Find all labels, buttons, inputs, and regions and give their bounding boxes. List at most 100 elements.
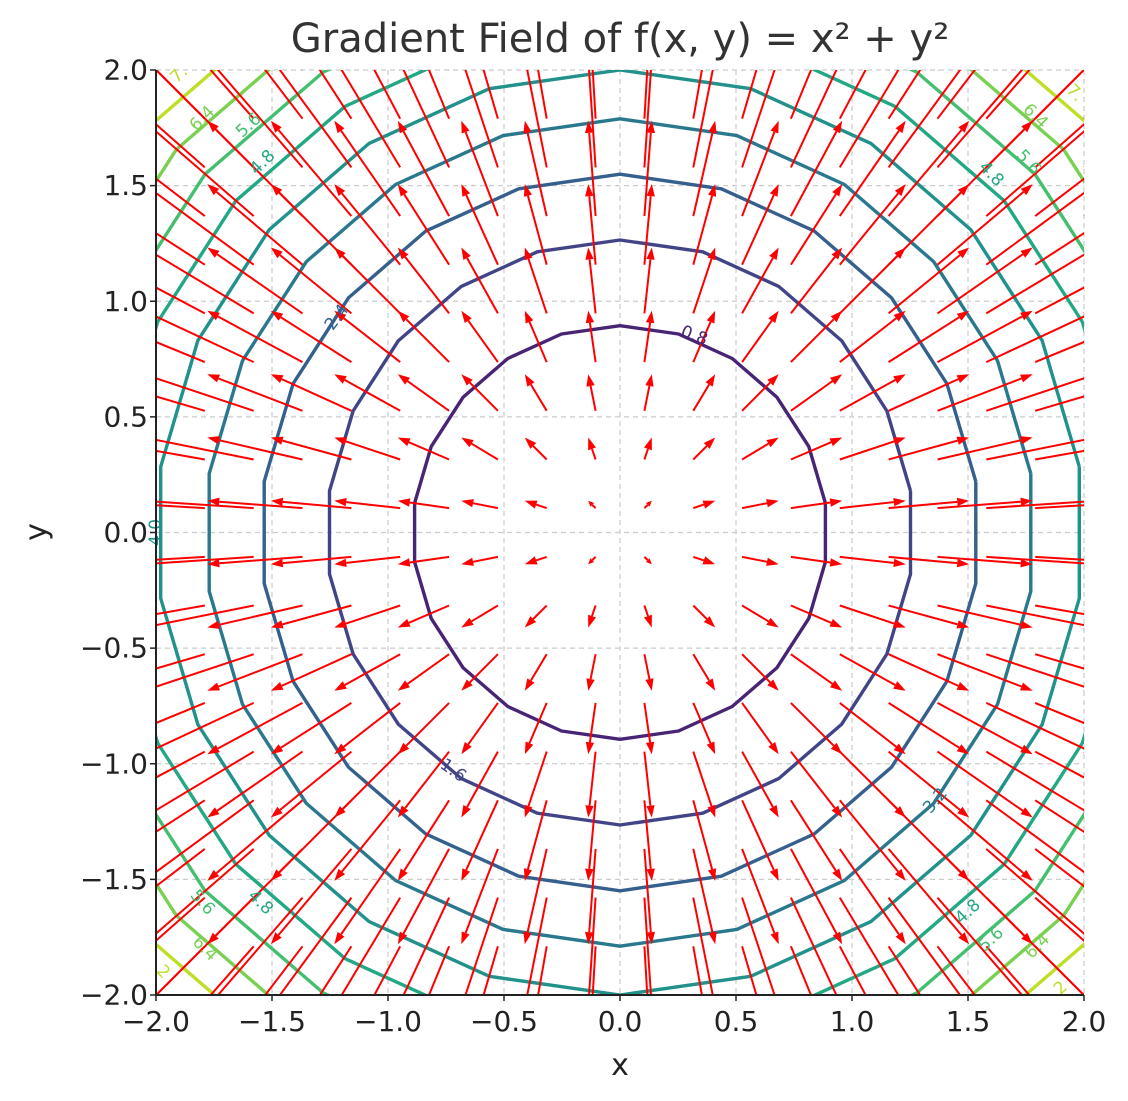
arrow-shaft [215, 191, 304, 266]
arrow-shaft [156, 555, 205, 561]
gradient-arrow [838, 70, 900, 168]
y-tick-label: 1.0 [103, 285, 148, 318]
arrow-head [830, 742, 843, 755]
arrow-head [397, 184, 408, 197]
arrow-head [461, 70, 462, 71]
arrow-head [585, 184, 594, 197]
gradient-arrow [643, 120, 655, 217]
arrow-head [1083, 249, 1084, 251]
gradient-arrow [692, 437, 716, 461]
gradient-arrow [156, 122, 206, 169]
arrow-head [1022, 0, 1033, 6]
gradient-arrow [156, 286, 206, 315]
arrow-shaft [986, 555, 1084, 565]
arrow-head [645, 500, 652, 507]
arrow-shaft [1035, 604, 1084, 616]
arrow-shaft [741, 555, 768, 563]
arrow-shaft [936, 253, 1024, 315]
y-ticks: −2.0 −1.5 −1.0 −0.5 0.0 0.5 1.0 1.5 2.0 [80, 54, 156, 1012]
gradient-arrow [643, 184, 655, 265]
gradient-arrow [207, 799, 304, 881]
arrow-shaft [346, 501, 401, 510]
arrow-shaft [1083, 409, 1084, 411]
arrow-shaft [527, 751, 548, 807]
arrow-shaft [279, 254, 353, 315]
arrow-head [1020, 497, 1033, 506]
contour-label: 4.8 [246, 146, 279, 179]
gradient-arrow [839, 702, 906, 755]
arrow-shaft [281, 653, 352, 687]
arrow-head [585, 868, 594, 881]
arrow-shaft [526, 897, 548, 995]
gradient-arrow [790, 555, 843, 567]
arrow-head [334, 743, 347, 755]
gradient-arrow [1034, 653, 1084, 670]
arrow-head [959, 1059, 969, 1071]
gradient-arrow [461, 70, 499, 168]
arrow-head [461, 1058, 469, 1071]
arrow-shaft [985, 750, 1084, 812]
gradient-arrow [585, 310, 597, 363]
arrow-head [80, 497, 92, 505]
arrow-shaft [156, 449, 205, 461]
gradient-arrow [1035, 555, 1084, 561]
arrow-shaft [340, 130, 402, 217]
gradient-arrow [524, 500, 548, 510]
arrow-head [1083, 312, 1084, 314]
gradient-arrow [643, 437, 652, 460]
arrow-shaft [591, 448, 597, 460]
arrow-shaft [373, 70, 402, 120]
arrow-shaft [986, 438, 1084, 461]
arrow-shaft [839, 317, 897, 363]
arrow-head [397, 310, 410, 323]
gradient-arrow [937, 604, 1033, 629]
arrow-head [645, 374, 654, 387]
arrow-head [80, 559, 92, 567]
arrow-head [207, 807, 220, 818]
gradient-arrow [1034, 799, 1084, 834]
arrow-head [585, 931, 594, 945]
arrow-shaft [936, 896, 1024, 995]
arrow-head [956, 744, 970, 755]
arrow-shaft [405, 702, 450, 747]
contour-line [207, 117, 1033, 948]
arrow-shaft [986, 70, 988, 71]
gradient-arrow [643, 848, 655, 945]
gradient-arrow [156, 848, 206, 888]
arrow-shaft [790, 848, 838, 935]
gradient-arrow [537, 70, 548, 119]
gradient-arrow [1083, 800, 1084, 802]
arrow-head [959, 0, 969, 7]
arrow-shaft [588, 751, 597, 806]
gradient-arrow [334, 498, 401, 510]
arrow-head [829, 618, 843, 628]
arrow-shaft [692, 800, 714, 870]
gradient-arrow [936, 945, 976, 995]
arrow-shaft [218, 653, 303, 688]
gradient-arrow [643, 247, 655, 314]
arrow-head [771, 0, 779, 7]
arrow-shaft [341, 799, 401, 873]
gradient-arrow [692, 946, 703, 995]
contour-label: 5.6 [232, 109, 265, 142]
arrow-shaft [887, 254, 961, 315]
arrow-head [397, 437, 411, 447]
arrow-shaft [692, 132, 714, 217]
arrow-head [830, 310, 843, 323]
arrow-shaft [1083, 800, 1084, 802]
arrow-shaft [643, 605, 649, 617]
gradient-arrow [585, 800, 597, 881]
arrow-head [523, 931, 532, 945]
arrow-shaft [741, 70, 758, 119]
arrow-shaft [156, 702, 157, 704]
arrow-shaft [1034, 395, 1084, 412]
arrow-head [524, 437, 537, 449]
gradient-arrow [790, 374, 843, 412]
arrow-shaft [209, 70, 255, 120]
arrow-shaft [526, 132, 548, 217]
gradient-arrow [397, 247, 450, 315]
arrow-shaft [741, 257, 774, 314]
gradient-arrow [588, 897, 597, 995]
arrow-shaft [1083, 507, 1084, 509]
arrow-head [334, 681, 347, 691]
